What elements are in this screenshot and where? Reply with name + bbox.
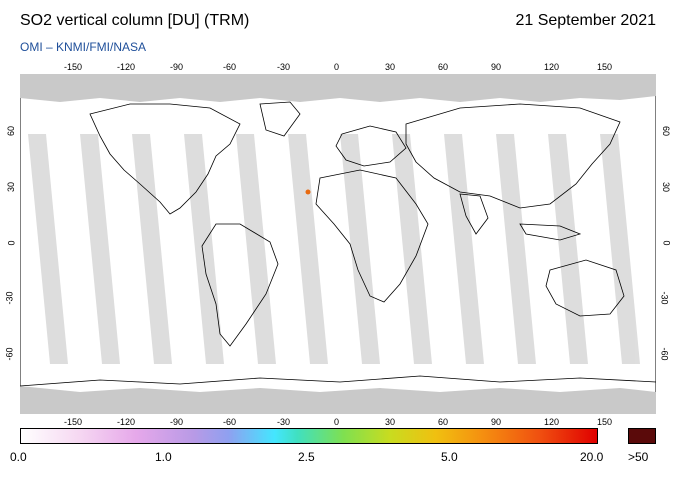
lon-tick-bottom: 90	[491, 417, 502, 427]
antarctica-outline	[20, 375, 656, 387]
lat-tick-right: 30	[661, 181, 672, 193]
lat-tick-left: -60	[4, 347, 15, 361]
over-range-swatch	[628, 428, 656, 444]
lon-tick-bottom: -90	[170, 417, 184, 427]
lon-tick-bottom: -60	[223, 417, 237, 427]
lon-tick-bottom: -30	[277, 417, 291, 427]
colorbar-label: 2.5	[298, 450, 315, 464]
so2-colorbar	[20, 428, 598, 444]
north-america-outline	[89, 103, 241, 215]
data-source: OMI – KNMI/FMI/NASA	[20, 40, 147, 54]
north-polar-gap	[20, 74, 656, 102]
continents	[20, 101, 656, 387]
lon-tick-bottom: 60	[438, 417, 449, 427]
lon-tick-top: -30	[277, 62, 291, 72]
australia-outline	[545, 259, 625, 317]
lon-tick-top: -150	[64, 62, 83, 72]
lon-tick-top: 0	[334, 62, 340, 72]
lon-tick-bottom: -150	[64, 417, 83, 427]
lon-tick-bottom: 150	[597, 417, 613, 427]
lat-tick-left: 60	[6, 125, 17, 137]
lat-tick-left: -30	[4, 291, 15, 305]
colorbar-label: 1.0	[155, 450, 172, 464]
lon-tick-top: -120	[117, 62, 136, 72]
india-outline	[459, 193, 489, 235]
lat-tick-right: 0	[661, 240, 672, 246]
south-polar-gap	[20, 386, 656, 414]
colorbar-label: 20.0	[580, 450, 604, 464]
lon-tick-bottom: -120	[117, 417, 136, 427]
lon-tick-top: 120	[544, 62, 560, 72]
lat-tick-right: -30	[659, 291, 670, 305]
colorbar-over-label: >50	[628, 450, 649, 464]
lon-tick-top: -60	[223, 62, 237, 72]
asia-outline	[405, 103, 621, 209]
colorbar-label: 0.0	[10, 450, 27, 464]
lon-tick-top: -90	[170, 62, 184, 72]
lat-tick-right: 60	[661, 125, 672, 137]
so2-hotspot	[305, 189, 311, 195]
lat-tick-left: 30	[6, 181, 17, 193]
lon-tick-top: 90	[491, 62, 502, 72]
lon-tick-bottom: 30	[385, 417, 396, 427]
indonesia-outline	[519, 223, 582, 241]
lon-tick-top: 60	[438, 62, 449, 72]
europe-outline	[335, 125, 407, 167]
lat-tick-left: 0	[6, 240, 17, 246]
so2-world-map	[20, 74, 656, 414]
south-america-outline	[201, 223, 279, 347]
map-date: 21 September 2021	[515, 12, 656, 29]
orbit-gap-swaths	[28, 134, 640, 364]
greenland-outline	[259, 101, 301, 137]
lon-tick-top: 30	[385, 62, 396, 72]
map-background	[20, 74, 656, 414]
africa-outline	[315, 169, 429, 303]
colorbar-label: 5.0	[441, 450, 458, 464]
lon-tick-bottom: 120	[544, 417, 560, 427]
lon-tick-bottom: 0	[334, 417, 340, 427]
map-title: SO2 vertical column [DU] (TRM)	[20, 12, 250, 29]
lat-tick-right: -60	[659, 347, 670, 361]
lon-tick-top: 150	[597, 62, 613, 72]
